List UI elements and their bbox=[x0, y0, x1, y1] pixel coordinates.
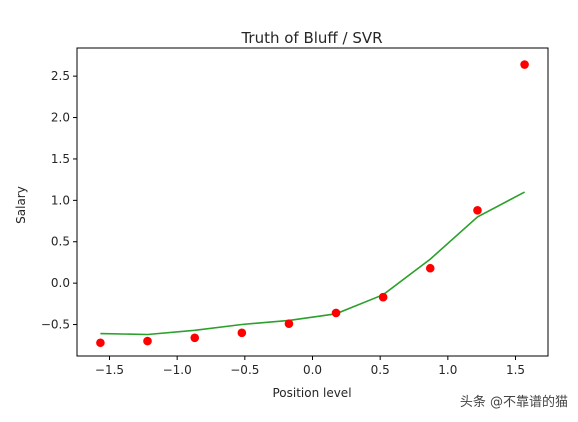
plot-area bbox=[76, 47, 549, 357]
watermark: 头条 @不靠谱的猫 bbox=[459, 395, 568, 410]
x-axis-ticks: −1.5 −1.0 −0.5 0.0 0.5 1.0 1.5 bbox=[95, 356, 525, 377]
y-tick-label: 2.5 bbox=[51, 69, 70, 83]
data-point bbox=[96, 338, 105, 348]
data-point bbox=[284, 319, 294, 329]
x-axis-label: Position level bbox=[272, 386, 351, 400]
x-tick-label: 0.0 bbox=[303, 363, 322, 377]
x-tick-label: −1.5 bbox=[95, 363, 124, 377]
data-point bbox=[237, 328, 247, 338]
data-point bbox=[143, 336, 152, 346]
y-tick-label: −0.5 bbox=[41, 318, 70, 332]
svr-prediction-line bbox=[100, 191, 525, 336]
y-tick-label: 2.0 bbox=[51, 111, 70, 125]
x-tick-label: −1.0 bbox=[163, 363, 192, 377]
data-point bbox=[378, 292, 388, 302]
x-tick-label: 1.0 bbox=[438, 363, 457, 377]
chart-title: Truth of Bluff / SVR bbox=[240, 29, 382, 47]
data-point bbox=[473, 205, 482, 215]
data-point bbox=[520, 60, 529, 69]
series-layer bbox=[96, 60, 529, 348]
y-tick-label: 1.5 bbox=[51, 152, 70, 166]
y-axis-ticks: −0.5 0.0 0.5 1.0 1.5 2.0 2.5 bbox=[41, 69, 77, 332]
data-point bbox=[425, 263, 435, 273]
data-point bbox=[331, 308, 341, 318]
y-tick-label: 1.0 bbox=[51, 193, 70, 207]
x-tick-label: 0.5 bbox=[371, 363, 390, 377]
y-axis-label: Salary bbox=[14, 186, 28, 224]
y-tick-label: 0.0 bbox=[51, 276, 70, 290]
x-tick-label: 1.5 bbox=[506, 363, 525, 377]
x-tick-label: −0.5 bbox=[230, 363, 259, 377]
y-tick-label: 0.5 bbox=[51, 235, 70, 249]
data-point bbox=[190, 333, 200, 343]
